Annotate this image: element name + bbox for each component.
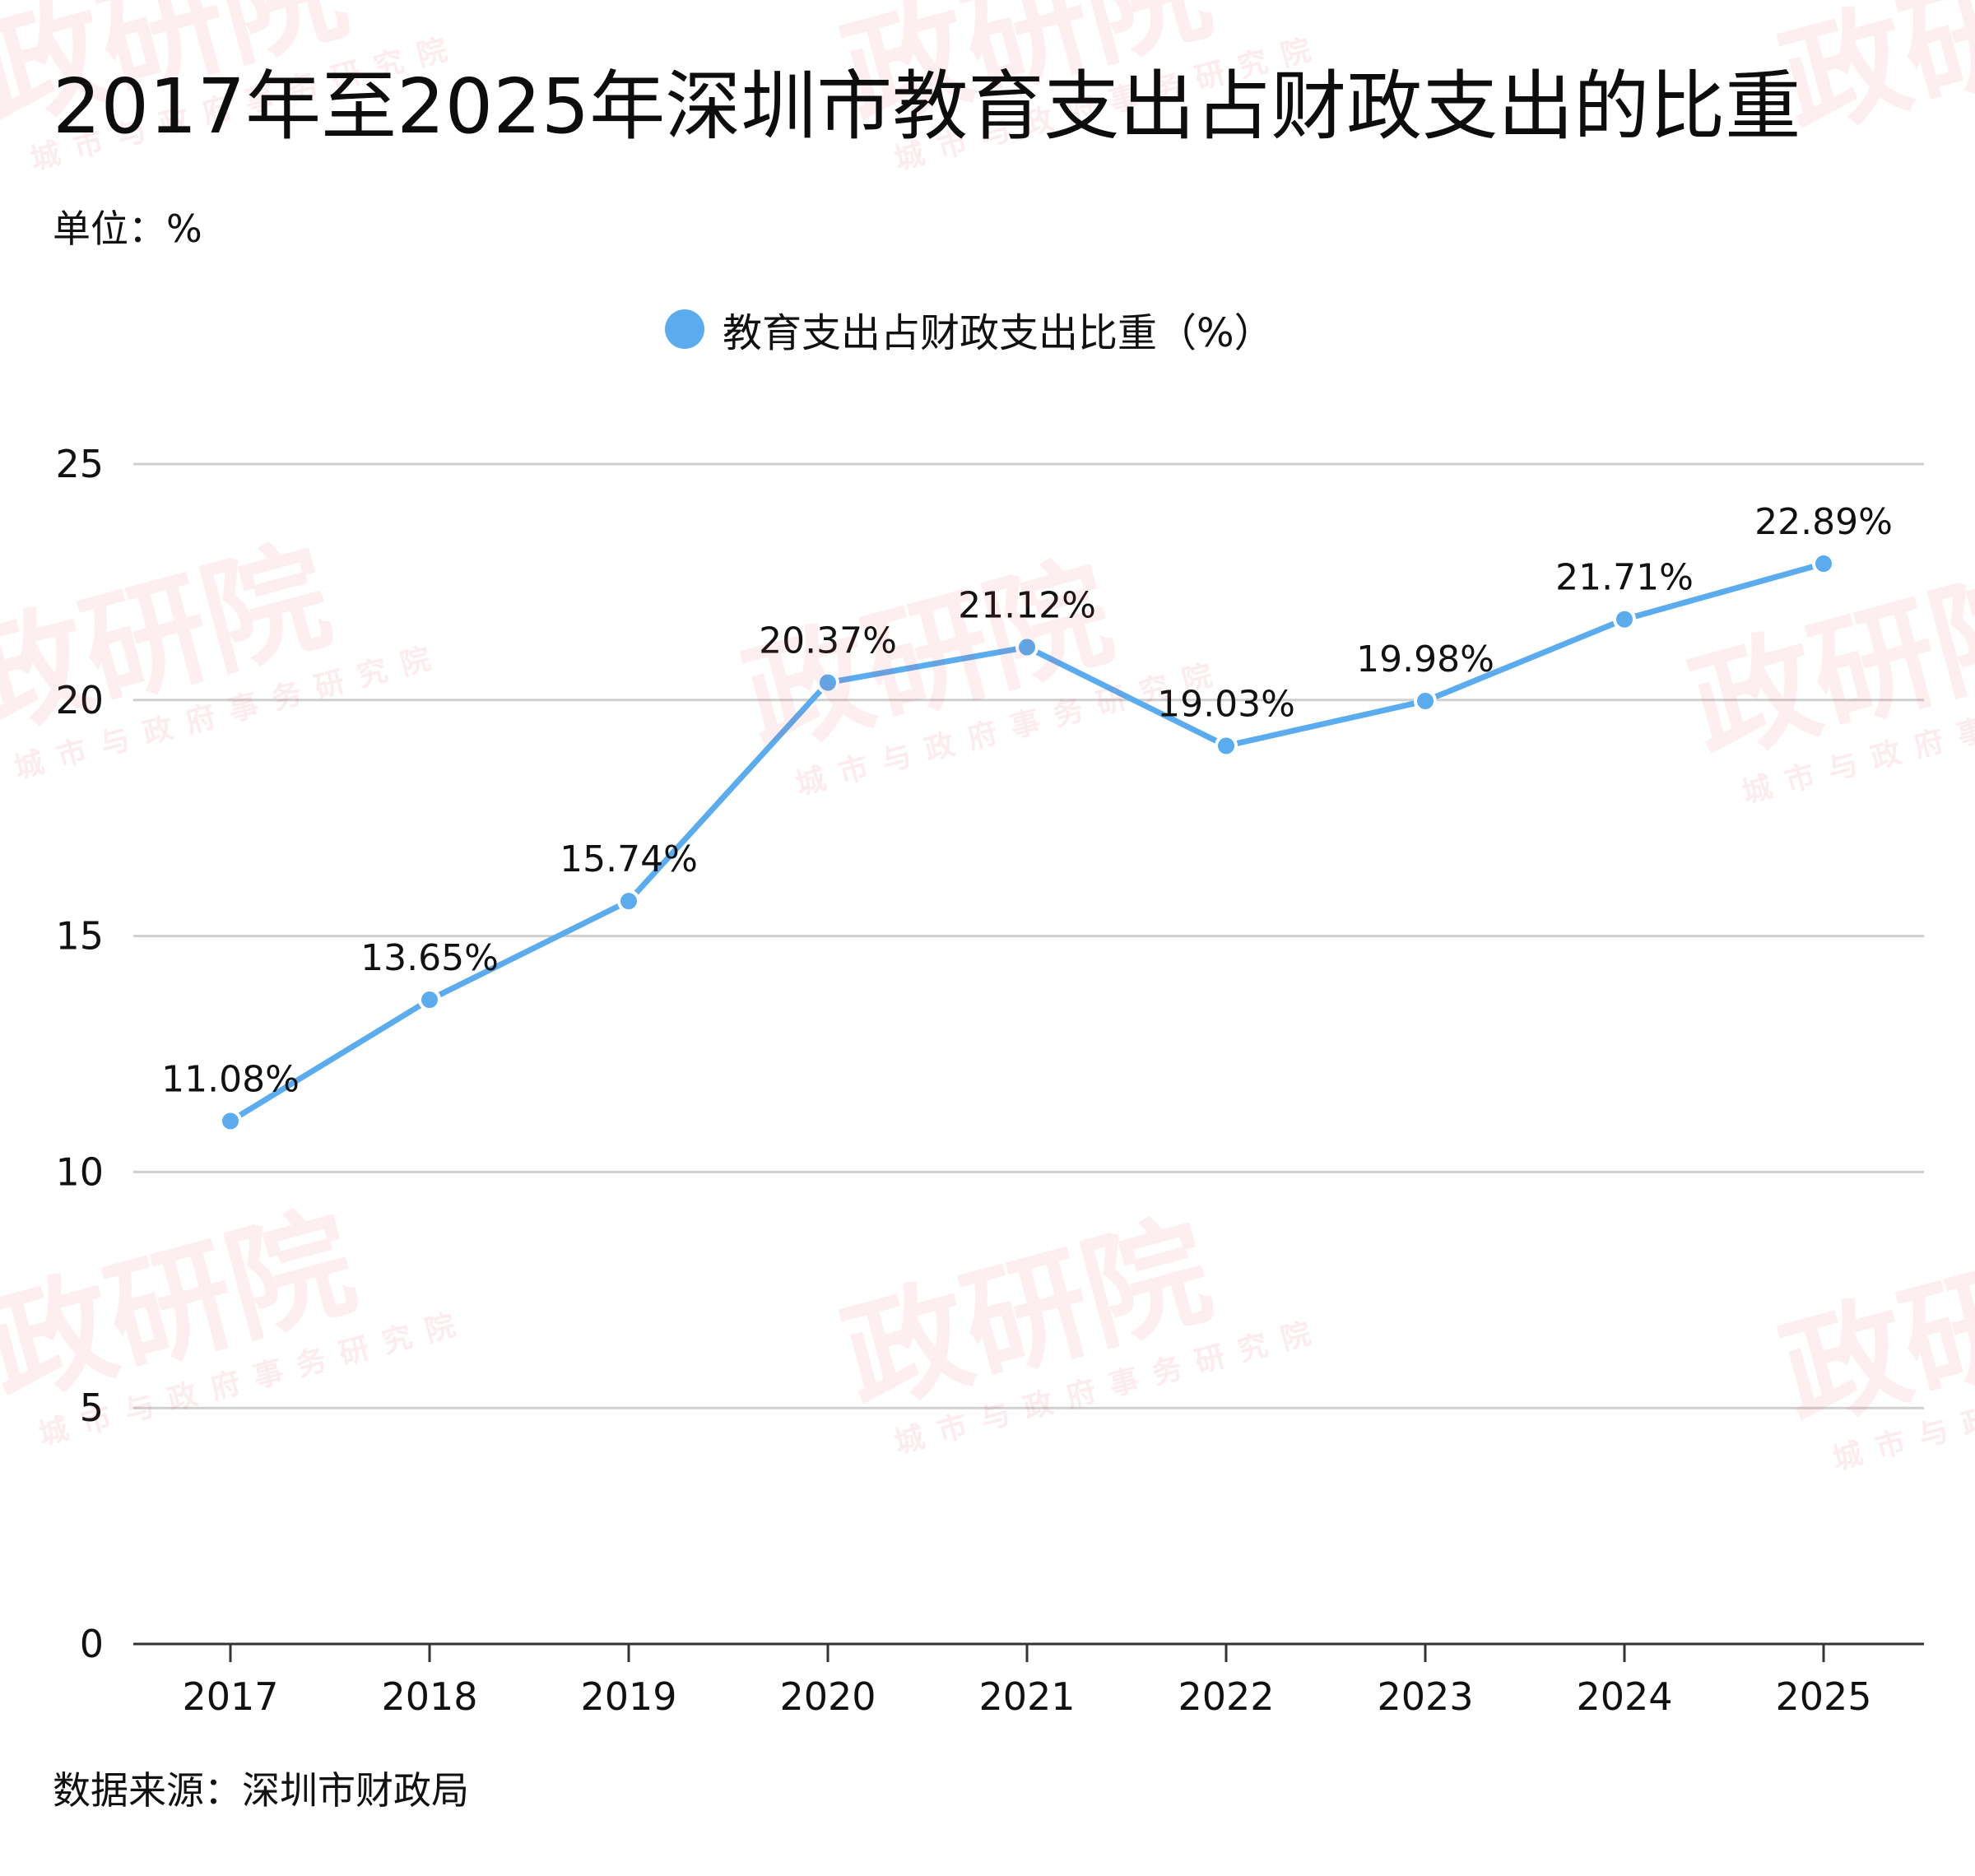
data-point xyxy=(1812,552,1835,576)
y-tick-label: 10 xyxy=(55,1149,104,1194)
y-tick-label: 5 xyxy=(80,1386,104,1430)
data-label: 11.08% xyxy=(161,1058,300,1100)
data-label: 13.65% xyxy=(360,937,499,979)
y-tick-label: 15 xyxy=(55,914,104,959)
x-tick-label: 2025 xyxy=(1775,1674,1871,1719)
data-source: 数据来源：深圳市财政局 xyxy=(53,1768,469,1813)
chart-title: 2017年至2025年深圳市教育支出占财政支出的比重 xyxy=(53,63,1801,151)
data-label: 19.98% xyxy=(1356,638,1494,680)
y-tick-label: 20 xyxy=(55,678,104,722)
x-tick-label: 2022 xyxy=(1178,1674,1274,1719)
data-label: 21.71% xyxy=(1555,557,1694,599)
data-labels: 11.08% 13.65% 15.74% 20.37% 21.12% 19.03% 19.9… xyxy=(161,501,1893,1100)
x-tick-label: 2019 xyxy=(580,1674,676,1719)
x-tick-label: 2023 xyxy=(1377,1674,1473,1719)
data-point xyxy=(1215,734,1238,758)
data-point xyxy=(1414,689,1437,713)
x-tick-label: 2018 xyxy=(381,1674,477,1719)
data-point xyxy=(219,1109,242,1133)
data-label: 21.12% xyxy=(958,585,1096,627)
data-point xyxy=(418,988,441,1012)
data-label: 20.37% xyxy=(759,620,897,662)
data-point xyxy=(816,671,839,694)
x-tick-label: 2021 xyxy=(978,1674,1075,1719)
x-tick-label: 2017 xyxy=(182,1674,278,1719)
data-point xyxy=(1613,607,1636,631)
legend-marker-icon xyxy=(665,309,704,349)
series-line xyxy=(219,552,1835,1133)
y-tick-label: 0 xyxy=(80,1622,104,1666)
unit-label: 单位：% xyxy=(53,207,202,251)
x-tick-label: 2024 xyxy=(1576,1674,1672,1719)
data-label: 22.89% xyxy=(1754,501,1893,543)
data-point xyxy=(617,889,640,913)
legend: 教育支出占财政支出比重（%） xyxy=(665,303,1274,356)
data-label: 15.74% xyxy=(560,838,698,880)
legend-label: 教育支出占财政支出比重（%） xyxy=(723,310,1274,356)
y-tick-label: 25 xyxy=(55,442,104,486)
gridlines xyxy=(133,462,1924,1409)
x-tick-label: 2020 xyxy=(779,1674,876,1719)
data-point xyxy=(1015,635,1039,659)
data-label: 19.03% xyxy=(1157,683,1295,725)
